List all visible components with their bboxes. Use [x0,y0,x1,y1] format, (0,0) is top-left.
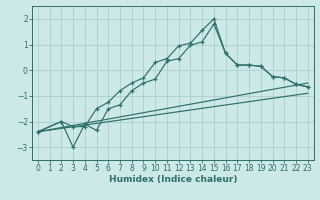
X-axis label: Humidex (Indice chaleur): Humidex (Indice chaleur) [108,175,237,184]
